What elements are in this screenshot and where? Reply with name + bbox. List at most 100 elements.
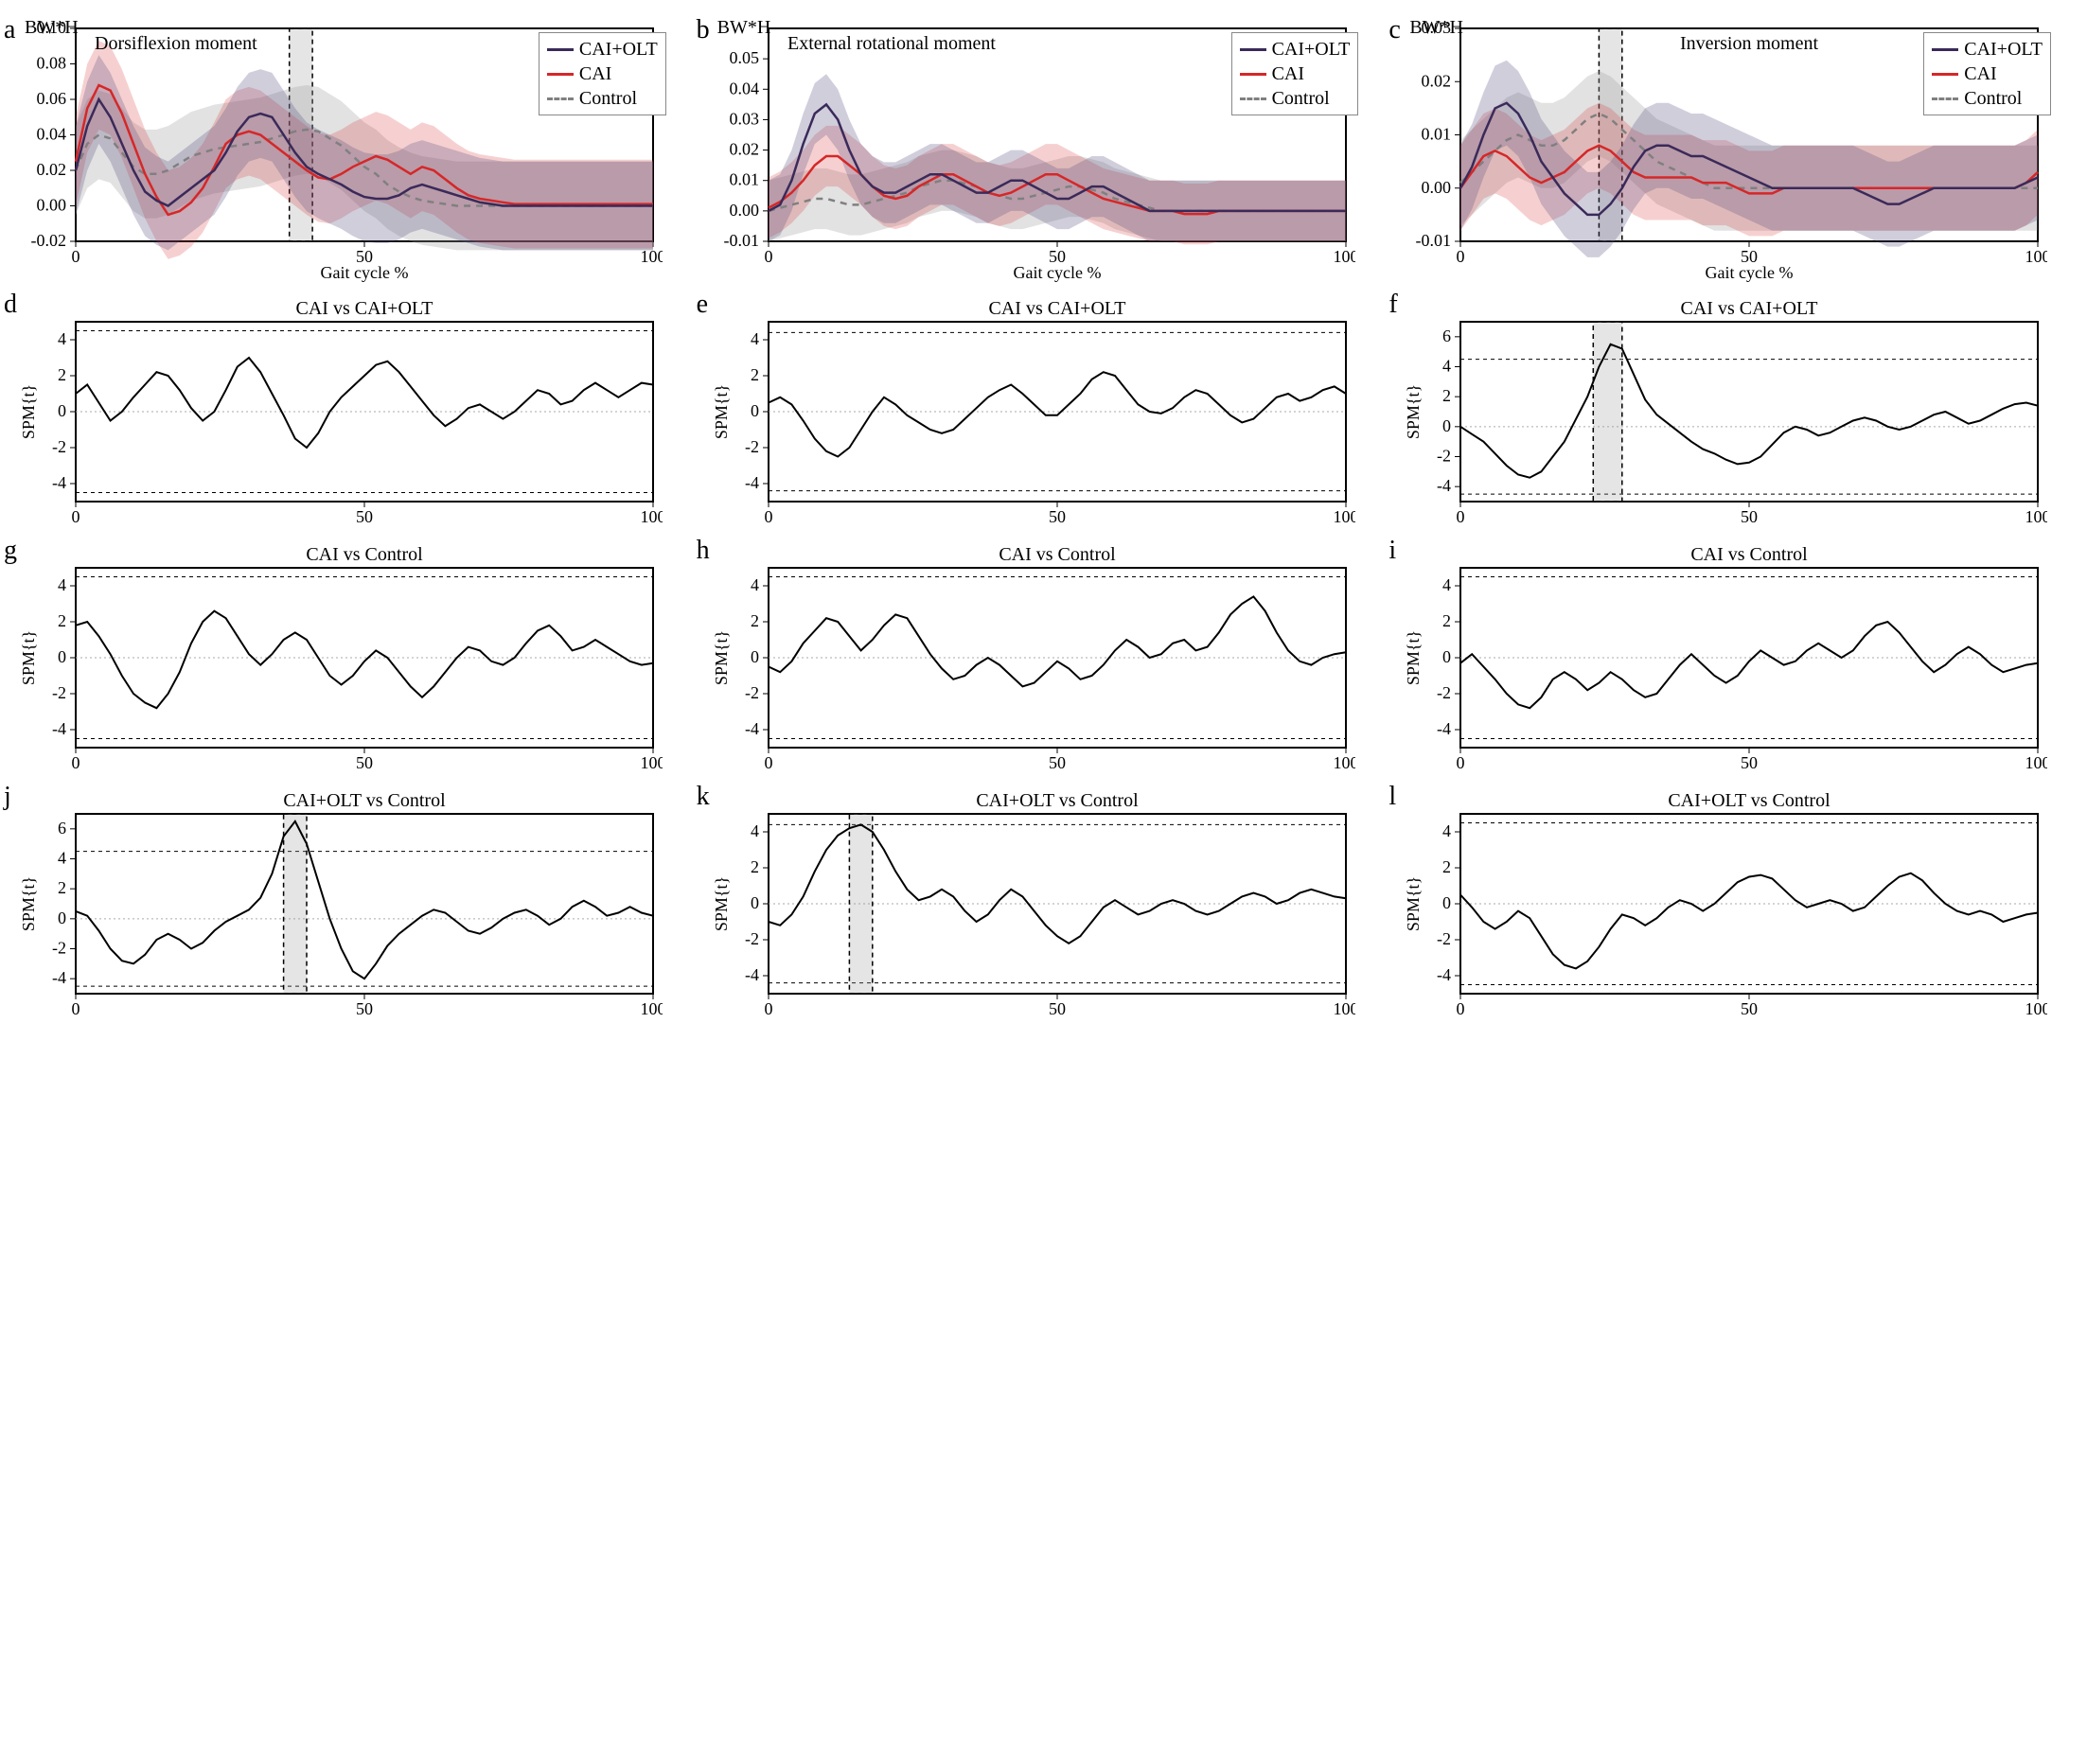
spm-chart-j: CAI+OLT vs Control-4-20246SPM{t}050100: [19, 785, 663, 1022]
svg-text:50: 50: [356, 507, 373, 526]
svg-text:-2: -2: [1437, 929, 1451, 948]
svg-text:2: 2: [1442, 857, 1451, 876]
svg-text:50: 50: [1741, 753, 1758, 772]
spm-chart-h: CAI vs Control-4-2024SPM{t}050100: [712, 539, 1355, 776]
svg-text:50: 50: [1049, 999, 1066, 1018]
svg-text:-2: -2: [1437, 683, 1451, 702]
svg-text:6: 6: [58, 819, 66, 838]
legend-label: CAI: [1272, 62, 1304, 86]
svg-text:-4: -4: [745, 719, 759, 738]
svg-text:-4: -4: [52, 473, 66, 492]
panel-g: gCAI vs Control-4-2024SPM{t}050100: [19, 539, 683, 776]
svg-text:4: 4: [1442, 357, 1451, 376]
svg-text:100: 100: [1333, 753, 1355, 772]
legend-entry: Control: [547, 86, 658, 111]
svg-text:0: 0: [751, 401, 759, 420]
panel-e: eCAI vs CAI+OLT-4-2024SPM{t}050100: [712, 293, 1376, 530]
svg-text:Gait cycle %: Gait cycle %: [321, 263, 409, 282]
svg-text:-0.02: -0.02: [31, 231, 67, 250]
panel-c: c BW*H -0.010.000.010.020.03050100Gait c…: [1404, 19, 2068, 284]
panel-label-f: f: [1388, 290, 1397, 320]
svg-text:50: 50: [356, 753, 373, 772]
svg-text:0: 0: [72, 999, 80, 1018]
spm-chart-g: CAI vs Control-4-2024SPM{t}050100: [19, 539, 663, 776]
y-unit-c: BW*H: [1409, 17, 1463, 39]
legend-entry: CAI+OLT: [1932, 37, 2043, 62]
svg-text:4: 4: [58, 575, 66, 594]
svg-text:100: 100: [2025, 507, 2048, 526]
svg-text:SPM{t}: SPM{t}: [19, 876, 38, 931]
svg-text:0.00: 0.00: [37, 196, 67, 215]
spm-chart-f: CAI vs CAI+OLT-4-20246SPM{t}050100: [1404, 293, 2047, 530]
svg-text:100: 100: [1333, 507, 1355, 526]
svg-text:0: 0: [1442, 416, 1451, 435]
svg-text:-4: -4: [1437, 965, 1451, 984]
svg-text:0.02: 0.02: [1422, 71, 1452, 90]
svg-text:0.00: 0.00: [729, 201, 759, 220]
svg-text:0: 0: [764, 507, 772, 526]
figure-grid: a BW*H -0.020.000.020.040.060.080.100501…: [19, 19, 2068, 1022]
svg-text:50: 50: [356, 999, 373, 1018]
panel-label-a: a: [4, 15, 15, 45]
spm-chart-l: CAI+OLT vs Control-4-2024SPM{t}050100: [1404, 785, 2047, 1022]
svg-text:100: 100: [641, 999, 663, 1018]
svg-text:2: 2: [58, 611, 66, 630]
svg-text:4: 4: [751, 329, 759, 348]
panel-label-g: g: [4, 536, 17, 566]
legend-label: Control: [579, 86, 637, 111]
svg-text:0.02: 0.02: [729, 140, 759, 159]
svg-text:50: 50: [1049, 507, 1066, 526]
svg-text:2: 2: [751, 611, 759, 630]
svg-text:100: 100: [1333, 999, 1355, 1018]
svg-text:CAI vs Control: CAI vs Control: [1691, 544, 1809, 565]
svg-text:0: 0: [751, 893, 759, 912]
panel-f: fCAI vs CAI+OLT-4-20246SPM{t}050100: [1404, 293, 2068, 530]
panel-b: b BW*H -0.010.000.010.020.030.040.050501…: [712, 19, 1376, 284]
spm-chart-k: CAI+OLT vs Control-4-2024SPM{t}050100: [712, 785, 1355, 1022]
legend-label: CAI+OLT: [1272, 37, 1351, 62]
svg-text:0: 0: [764, 753, 772, 772]
svg-text:100: 100: [1333, 247, 1355, 266]
svg-text:Gait cycle %: Gait cycle %: [1013, 263, 1101, 282]
svg-text:0: 0: [58, 647, 66, 666]
svg-text:4: 4: [1442, 821, 1451, 840]
svg-text:-4: -4: [52, 968, 66, 987]
spm-chart-e: CAI vs CAI+OLT-4-2024SPM{t}050100: [712, 293, 1355, 530]
svg-text:SPM{t}: SPM{t}: [1404, 876, 1423, 931]
svg-text:4: 4: [751, 821, 759, 840]
svg-text:-4: -4: [745, 473, 759, 492]
legend-a: CAI+OLT CAI Control: [539, 32, 666, 115]
panel-h: hCAI vs Control-4-2024SPM{t}050100: [712, 539, 1376, 776]
legend-label: CAI+OLT: [579, 37, 658, 62]
svg-text:2: 2: [58, 878, 66, 897]
legend-entry: Control: [1240, 86, 1351, 111]
panel-label-l: l: [1388, 782, 1396, 812]
svg-text:4: 4: [1442, 575, 1451, 594]
panel-label-e: e: [697, 290, 708, 320]
svg-text:0: 0: [72, 753, 80, 772]
svg-text:-4: -4: [1437, 719, 1451, 738]
svg-text:0: 0: [72, 247, 80, 266]
svg-text:SPM{t}: SPM{t}: [712, 876, 731, 931]
svg-text:SPM{t}: SPM{t}: [1404, 384, 1423, 439]
panel-label-b: b: [697, 15, 710, 45]
svg-text:CAI+OLT vs Control: CAI+OLT vs Control: [283, 790, 446, 811]
svg-text:0: 0: [72, 507, 80, 526]
svg-text:Gait cycle %: Gait cycle %: [1706, 263, 1794, 282]
svg-text:SPM{t}: SPM{t}: [712, 384, 731, 439]
svg-text:-2: -2: [745, 437, 759, 456]
svg-text:0: 0: [58, 908, 66, 927]
legend-entry: CAI+OLT: [1240, 37, 1351, 62]
svg-text:2: 2: [58, 365, 66, 384]
panel-label-j: j: [4, 782, 11, 812]
svg-text:CAI+OLT vs Control: CAI+OLT vs Control: [976, 790, 1139, 811]
svg-text:-2: -2: [52, 939, 66, 958]
legend-c: CAI+OLT CAI Control: [1923, 32, 2051, 115]
svg-text:CAI vs Control: CAI vs Control: [306, 544, 423, 565]
spm-chart-i: CAI vs Control-4-2024SPM{t}050100: [1404, 539, 2047, 776]
svg-text:-0.01: -0.01: [1416, 231, 1452, 250]
legend-entry: CAI: [1240, 62, 1351, 86]
legend-entry: CAI: [547, 62, 658, 86]
spm-chart-d: CAI vs CAI+OLT-4-2024SPM{t}050100: [19, 293, 663, 530]
svg-text:0.03: 0.03: [729, 109, 759, 128]
